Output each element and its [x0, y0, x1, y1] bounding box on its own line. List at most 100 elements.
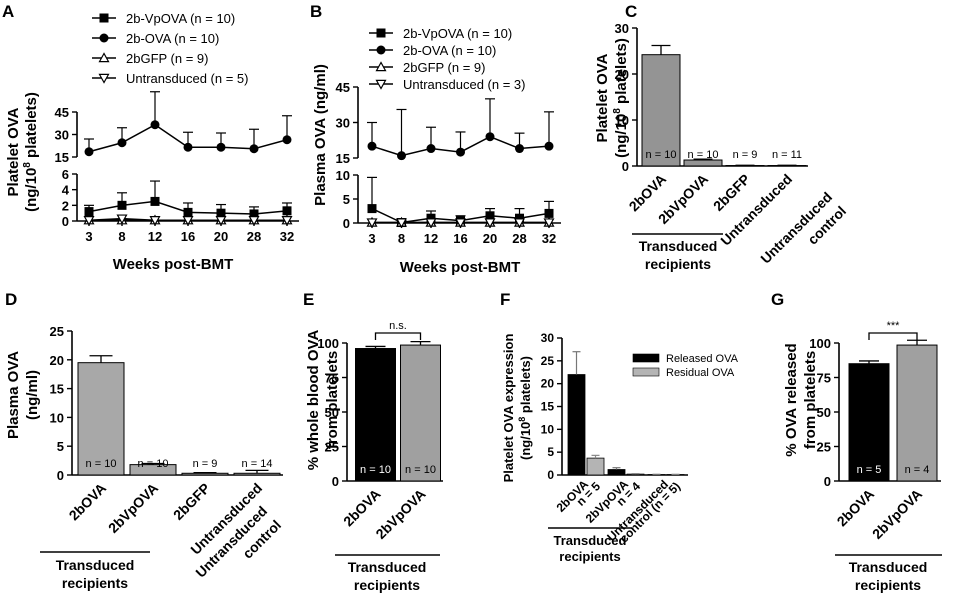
- f-ytick-label: 10: [541, 422, 555, 436]
- a-legend-marker-0: [99, 13, 109, 23]
- a-series-0-point: [282, 206, 292, 216]
- a-series-1-point: [150, 120, 160, 130]
- b-xtick-label: 20: [483, 231, 497, 246]
- f-ytick-label: 20: [541, 377, 555, 391]
- c-n-label-1: n = 10: [688, 149, 719, 161]
- f-ytick-label: 30: [541, 331, 555, 345]
- f-group1-line1: Transduced: [554, 533, 627, 548]
- d-group1-line1: Transduced: [56, 557, 135, 573]
- a-series-1-point: [117, 138, 127, 148]
- g-group1-line1: Transduced: [849, 559, 928, 575]
- e-significance-label: n.s.: [389, 320, 407, 332]
- a-xtick-label: 32: [280, 229, 294, 244]
- d-ytick-label: 15: [50, 382, 64, 397]
- f-bar-0-0: [567, 374, 586, 476]
- e-ylabel-line2: from platelets: [324, 351, 341, 449]
- panel-label-b: B: [310, 2, 322, 21]
- d-bar-2: [181, 472, 229, 476]
- b-legend-marker-2: [375, 61, 387, 72]
- b-series-3-point: [543, 218, 555, 229]
- g-n-label-1: n = 4: [905, 464, 930, 476]
- e-ytick-label: 50: [325, 405, 339, 420]
- b-series-1-point: [544, 141, 554, 151]
- f-ytick-label: 0: [547, 468, 554, 482]
- panel-a: A 2b-VpOVA (n = 10) 2b-OVA (n = 10) 2bGFP …: [2, 2, 299, 273]
- e-category-label-1: 2bVpOVA: [372, 486, 428, 542]
- b-series-1-point: [367, 141, 377, 151]
- c-ytick-label: 0: [622, 159, 629, 174]
- d-ytick-label: 10: [50, 410, 64, 425]
- a-ytick-label-upper: 30: [55, 128, 69, 143]
- b-series-0-point: [367, 204, 377, 214]
- d-ytick-label: 0: [57, 468, 64, 483]
- b-xtick-label: 16: [453, 231, 467, 246]
- c-ylabel-line1: Platelet OVA: [594, 53, 611, 142]
- e-n-label-1: n = 10: [405, 464, 436, 476]
- a-xlabel: Weeks post-BMT: [113, 256, 234, 273]
- b-series-1-point: [515, 144, 524, 154]
- b-ytick-label-upper: 15: [336, 151, 350, 166]
- f-legend-label-1: Residual OVA: [666, 367, 735, 379]
- g-ytick-label: 100: [809, 336, 831, 351]
- a-series-0-point: [183, 207, 193, 217]
- b-xtick-label: 3: [368, 231, 375, 246]
- c-group1-line2: recipients: [645, 256, 711, 272]
- a-xtick-label: 16: [181, 229, 195, 244]
- b-series-3-point: [484, 218, 496, 229]
- d-category-label-0: 2bOVA: [66, 480, 110, 524]
- a-xtick-label: 28: [247, 229, 261, 244]
- panel-d: D Plasma OVA (ng/ml) 0 5 10 15 20 25 n = 10 2bO…: [5, 290, 284, 591]
- plot-b: 15 30 45 0 5 10 3 8 12 16 20 28 32: [336, 80, 561, 246]
- e-ytick-label: 100: [317, 336, 339, 351]
- a-series-3-point: [116, 214, 128, 225]
- a-ytick-label-upper: 15: [55, 150, 69, 165]
- a-series-1-point: [84, 147, 94, 157]
- a-series-3-point: [182, 216, 194, 226]
- b-series-3-point: [395, 218, 408, 229]
- d-bar-3: [233, 472, 281, 476]
- a-series-1-point: [282, 135, 292, 145]
- g-bar-1: [896, 344, 938, 482]
- f-legend-swatch-1: [632, 367, 660, 377]
- panel-c: C Platelet OVA (ng/108 platelets) 0 10 20 3…: [594, 2, 849, 272]
- a-series-3-point: [83, 216, 95, 226]
- d-ytick-label: 20: [50, 353, 64, 368]
- e-ylabel-line1: % whole blood OVA: [305, 330, 322, 471]
- a-xtick-label: 20: [214, 229, 228, 244]
- panel-label-f: F: [500, 290, 510, 309]
- a-series-3-point: [215, 216, 227, 226]
- c-ylabel-line2: (ng/108 platelets): [612, 38, 630, 158]
- c-n-label-2: n = 9: [733, 149, 758, 161]
- b-legend-label-1: 2b-OVA (n = 10): [403, 43, 496, 58]
- a-legend-label-1: 2b-OVA (n = 10): [126, 31, 219, 46]
- g-ytick-label: 50: [817, 405, 831, 420]
- legend-b: 2b-VpOVA (n = 10) 2b-OVA (n = 10) 2bGFP (n…: [369, 26, 525, 92]
- a-series-0-point: [84, 207, 94, 217]
- c-group1-line1: Transduced: [639, 238, 718, 254]
- b-ytick-label-lower: 5: [343, 192, 350, 207]
- b-series-1-point: [426, 144, 436, 154]
- d-n-label-0: n = 10: [86, 458, 117, 470]
- g-ytick-label: 25: [817, 440, 831, 455]
- e-bar-0: [355, 348, 396, 482]
- f-ylabel-line2: (ng/108 platelets): [517, 356, 533, 460]
- d-ytick-label: 25: [50, 324, 64, 339]
- panel-label-c: C: [625, 2, 637, 21]
- g-significance-bracket: [868, 332, 918, 340]
- d-ylabel-line2: (ng/ml): [24, 370, 41, 420]
- d-n-label-1: n = 10: [138, 458, 169, 470]
- a-series-1-point: [249, 144, 259, 154]
- g-significance-label: ***: [887, 320, 901, 332]
- c-n-label-0: n = 10: [646, 149, 677, 161]
- a-xtick-label: 8: [118, 229, 125, 244]
- a-ytick-label-lower: 0: [62, 214, 69, 229]
- f-bar-0-1: [586, 457, 605, 476]
- a-series-0-point: [150, 196, 160, 206]
- f-legend-swatch-0: [632, 353, 660, 363]
- b-series-0-point: [485, 211, 495, 221]
- b-xtick-label: 8: [398, 231, 405, 246]
- plot-g: 0 25 50 75 100 n = 5 2bOVA n = 4 2bVpOVA ***: [809, 320, 941, 542]
- g-group1-line2: recipients: [855, 577, 921, 593]
- b-legend-label-0: 2b-VpOVA (n = 10): [403, 26, 512, 41]
